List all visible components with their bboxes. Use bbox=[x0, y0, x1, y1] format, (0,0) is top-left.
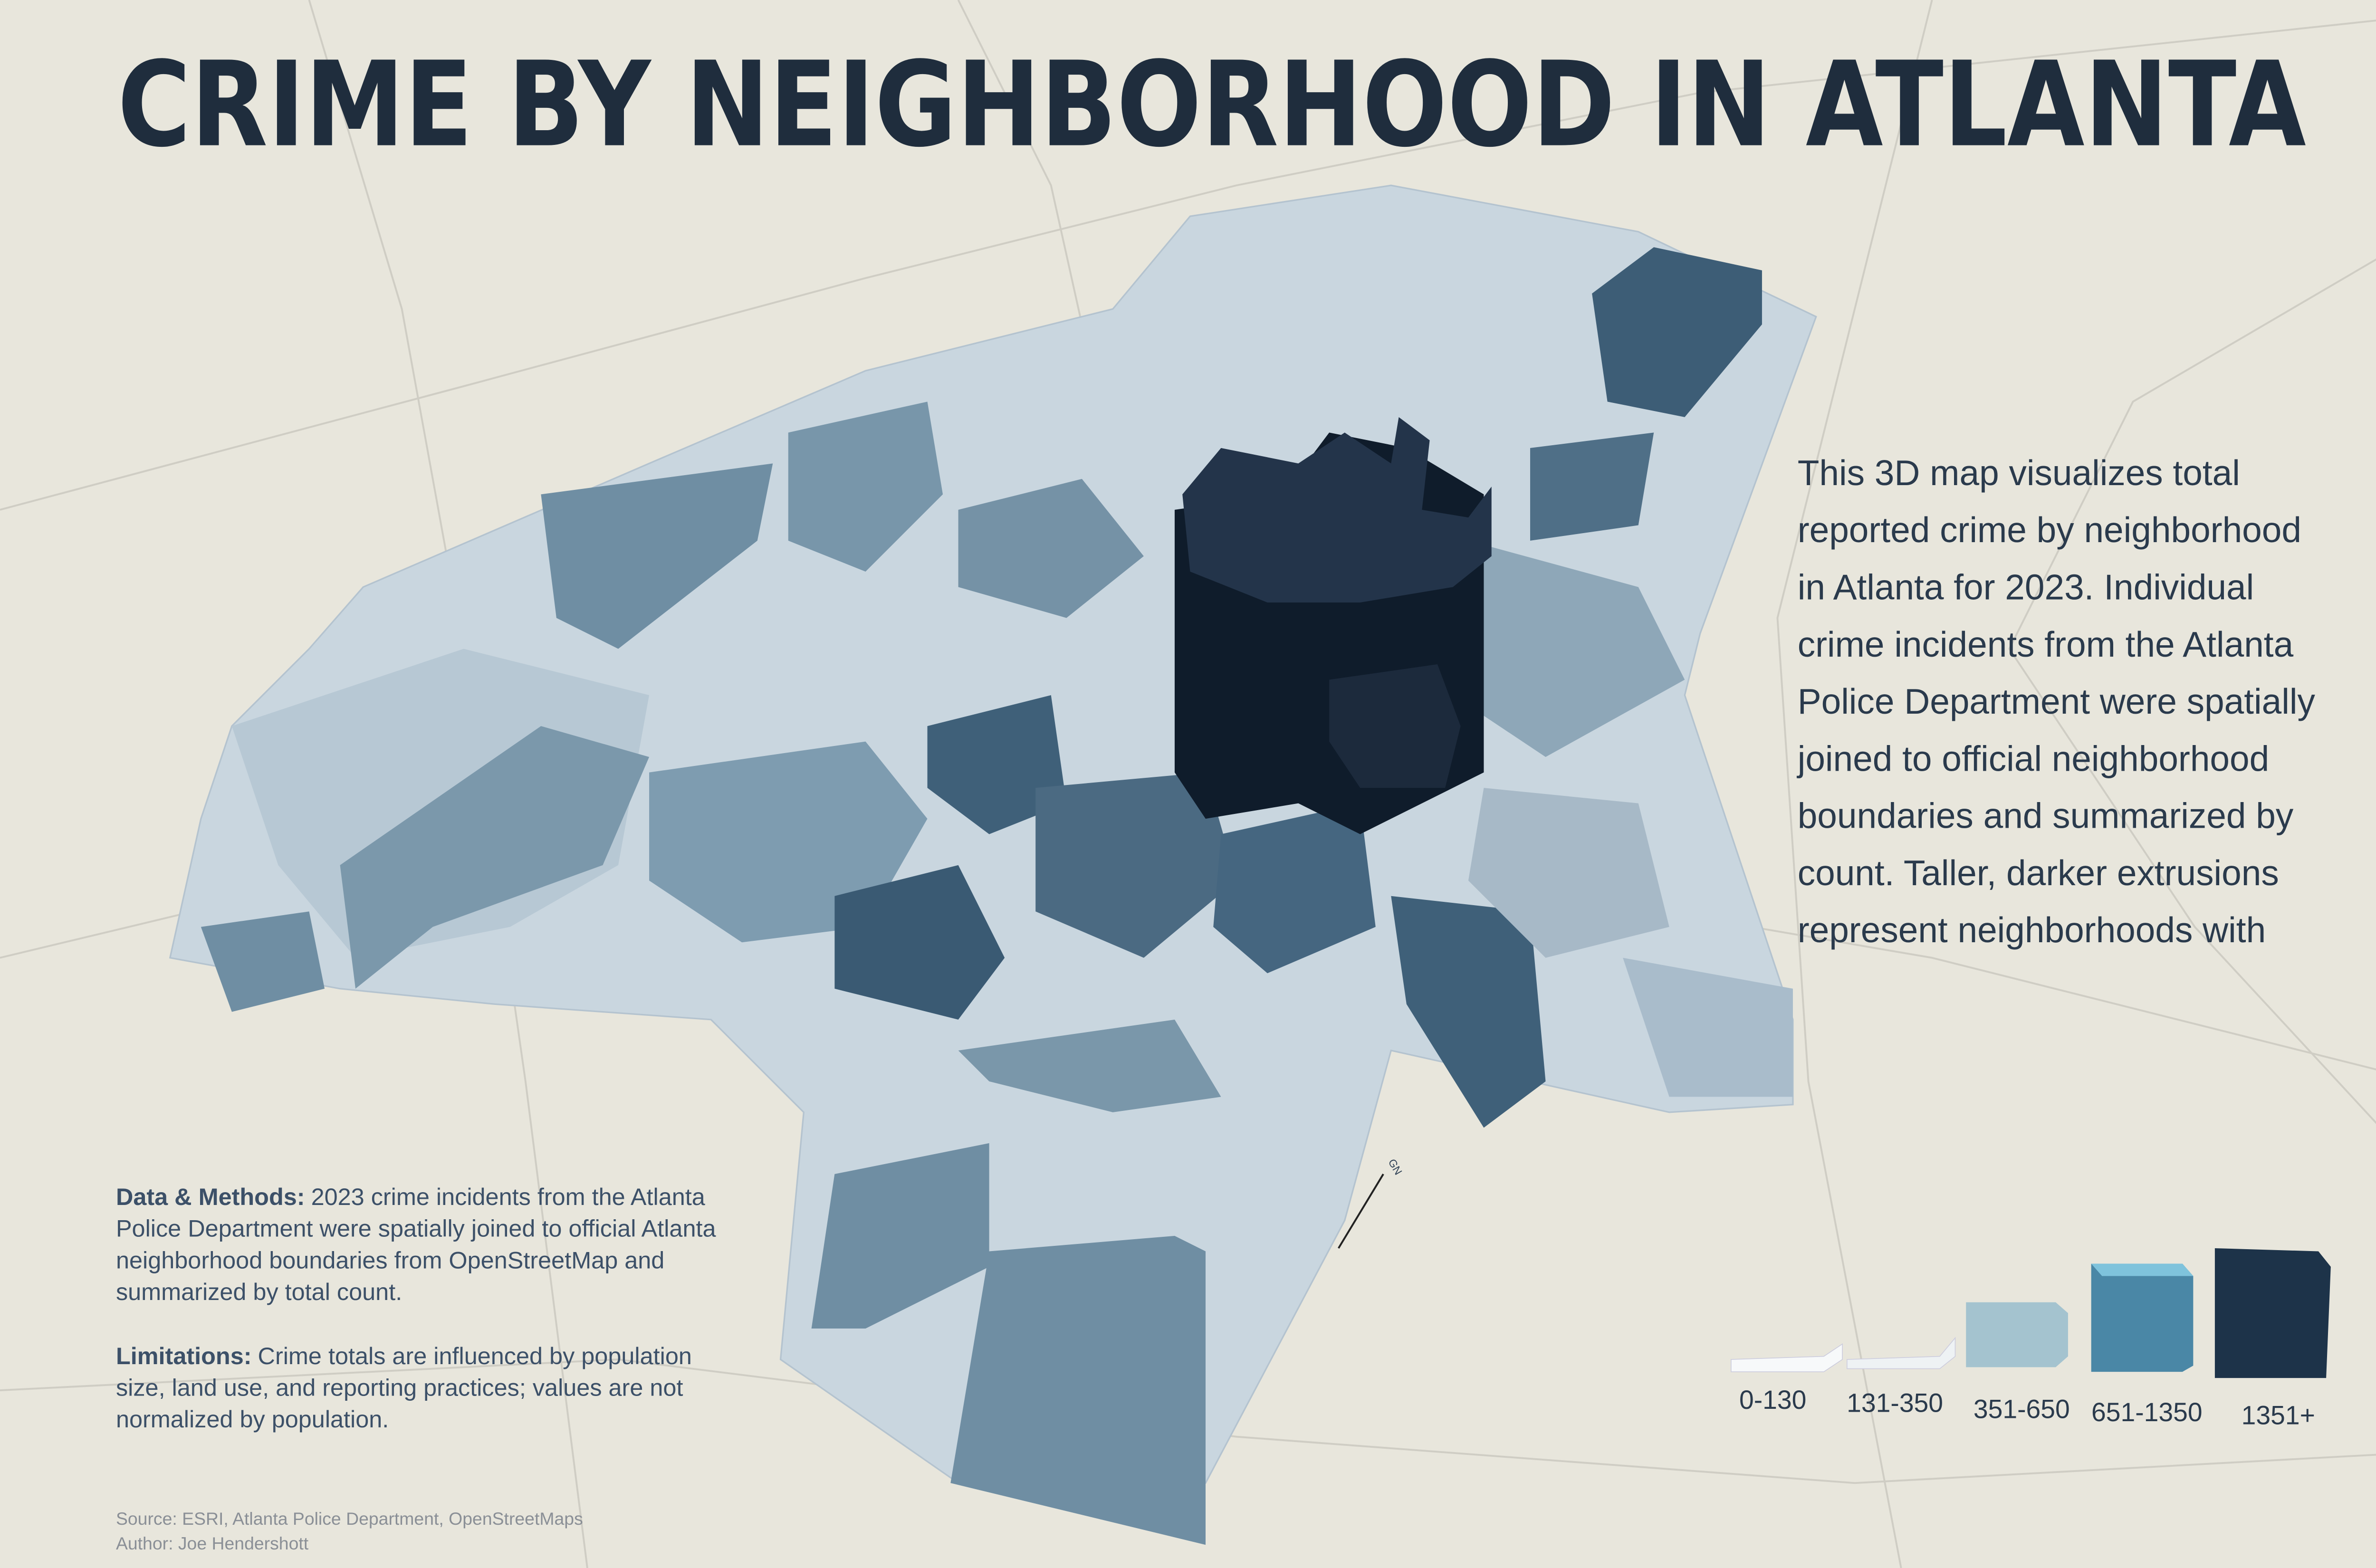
description-line: This 3D map visualizes total bbox=[1798, 453, 2240, 493]
neighborhood bbox=[1623, 957, 1793, 1097]
legend-boxes bbox=[1731, 1248, 2331, 1378]
legend-swatch bbox=[1966, 1302, 2068, 1367]
legend-swatch bbox=[2214, 1248, 2331, 1378]
neighborhood bbox=[958, 1019, 1221, 1112]
neighborhood bbox=[811, 1143, 989, 1329]
description: This 3D map visualizes total reported cri… bbox=[1797, 453, 2316, 950]
limitations-line: Crime totals are influenced by populatio… bbox=[258, 1342, 692, 1369]
neighborhood bbox=[1035, 772, 1237, 958]
neighborhood bbox=[834, 865, 1005, 1020]
extrusion-tall-top bbox=[1182, 417, 1492, 602]
limitations-label: Limitations: bbox=[116, 1342, 252, 1369]
description-line: reported crime by neighborhood bbox=[1798, 510, 2301, 550]
data-methods-line: summarized by total count. bbox=[116, 1278, 402, 1305]
description-line: represent neighborhoods with bbox=[1798, 910, 2266, 950]
description-line: Police Department were spatially bbox=[1798, 681, 2316, 721]
road bbox=[0, 1358, 2376, 1484]
neighborhood bbox=[958, 478, 1144, 618]
legend-label: 351-650 bbox=[1974, 1395, 2070, 1424]
neighborhood bbox=[1391, 896, 1546, 1128]
neighborhood bbox=[1468, 788, 1669, 958]
neighborhood bbox=[1530, 432, 1654, 541]
legend-label: 131-350 bbox=[1847, 1388, 1943, 1418]
description-line: crime incidents from the Atlanta bbox=[1798, 624, 2294, 664]
title: CRIME BY NEIGHBORHOOD IN ATLANTA bbox=[117, 37, 2306, 173]
neighborhood bbox=[950, 1235, 1206, 1545]
source: Source: ESRI, Atlanta Police Department,… bbox=[116, 1509, 583, 1529]
data-methods: Data & Methods: 2023 crime incidents from… bbox=[116, 1183, 717, 1305]
road bbox=[2008, 258, 2376, 1124]
limitations-line: size, land use, and reporting practices;… bbox=[116, 1374, 683, 1401]
legend-swatch-top bbox=[2091, 1263, 2194, 1276]
north-arrow-line bbox=[1338, 1173, 1384, 1249]
neighborhood bbox=[201, 911, 325, 1012]
legend-labels: 0-130 131-350 351-650 651-1350 1351+ bbox=[1739, 1385, 2315, 1430]
description-line: joined to official neighborhood bbox=[1797, 738, 2270, 778]
legend-label: 651-1350 bbox=[2091, 1397, 2203, 1427]
legend-swatch bbox=[1846, 1337, 1956, 1369]
legend-swatch bbox=[1731, 1343, 1843, 1372]
limitations: Limitations: Crime totals are influenced … bbox=[116, 1342, 692, 1433]
neighborhood bbox=[927, 695, 1067, 834]
author: Author: Joe Hendershott bbox=[116, 1533, 309, 1553]
description-line: in Atlanta for 2023. Individual bbox=[1798, 567, 2254, 607]
legend-swatch bbox=[2091, 1263, 2194, 1372]
road bbox=[1776, 0, 1933, 1568]
road bbox=[0, 19, 2376, 511]
legend-label: 0-130 bbox=[1739, 1385, 1806, 1415]
map-extrusions bbox=[169, 184, 1817, 1545]
neighborhood bbox=[1213, 803, 1376, 974]
description-line: count. Taller, darker extrusions bbox=[1798, 853, 2279, 893]
limitations-line: normalized by population. bbox=[116, 1405, 389, 1433]
neighborhood bbox=[788, 402, 943, 572]
extrusion-tall bbox=[1329, 664, 1461, 788]
data-methods-line: neighborhood boundaries from OpenStreetM… bbox=[116, 1246, 664, 1273]
neighborhood bbox=[541, 463, 773, 649]
data-methods-line: 2023 crime incidents from the Atlanta bbox=[311, 1183, 706, 1210]
data-methods-label: Data & Methods: bbox=[116, 1183, 305, 1210]
neighborhood bbox=[340, 726, 650, 989]
neighborhood bbox=[1592, 247, 1762, 417]
description-line: boundaries and summarized by bbox=[1798, 796, 2294, 836]
neighborhood bbox=[1453, 540, 1685, 757]
data-methods-line: Police Department were spatially joined … bbox=[116, 1215, 717, 1242]
legend-label: 1351+ bbox=[2242, 1401, 2315, 1430]
